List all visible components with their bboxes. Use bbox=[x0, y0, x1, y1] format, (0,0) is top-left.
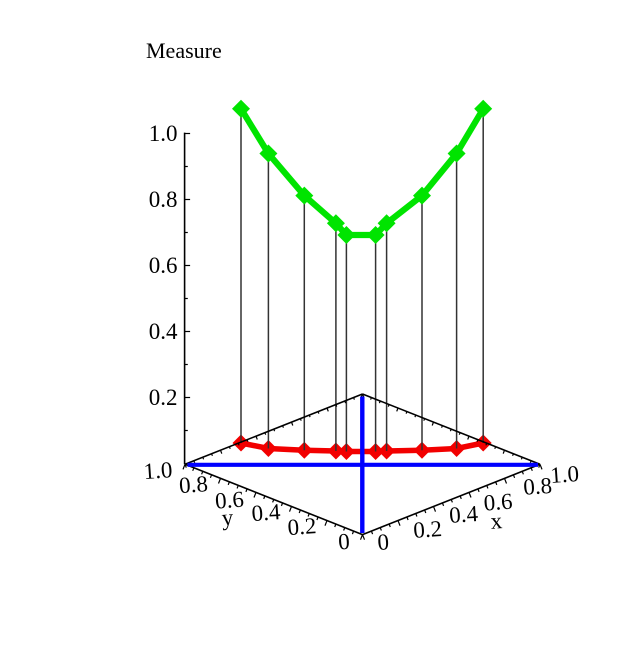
svg-text:0.2: 0.2 bbox=[149, 385, 178, 410]
svg-text:0.2: 0.2 bbox=[412, 516, 442, 543]
svg-text:0.4: 0.4 bbox=[448, 501, 479, 528]
svg-text:1.0: 1.0 bbox=[549, 461, 579, 488]
svg-text:0.8: 0.8 bbox=[178, 471, 208, 498]
svg-text:0.6: 0.6 bbox=[483, 489, 513, 516]
svg-text:0.8: 0.8 bbox=[522, 473, 552, 500]
svg-text:0.4: 0.4 bbox=[149, 319, 178, 344]
svg-text:x: x bbox=[490, 508, 504, 534]
svg-text:0.2: 0.2 bbox=[287, 513, 317, 540]
svg-text:y: y bbox=[221, 505, 235, 531]
svg-text:1.0: 1.0 bbox=[149, 121, 178, 146]
svg-text:1.0: 1.0 bbox=[143, 457, 173, 484]
svg-text:0: 0 bbox=[377, 529, 390, 555]
svg-text:0.4: 0.4 bbox=[251, 499, 282, 526]
svg-text:0.8: 0.8 bbox=[149, 187, 178, 212]
svg-text:0.6: 0.6 bbox=[214, 487, 244, 514]
svg-text:Measure: Measure bbox=[146, 38, 222, 63]
svg-text:0: 0 bbox=[337, 529, 350, 555]
svg-text:0.6: 0.6 bbox=[149, 253, 178, 278]
